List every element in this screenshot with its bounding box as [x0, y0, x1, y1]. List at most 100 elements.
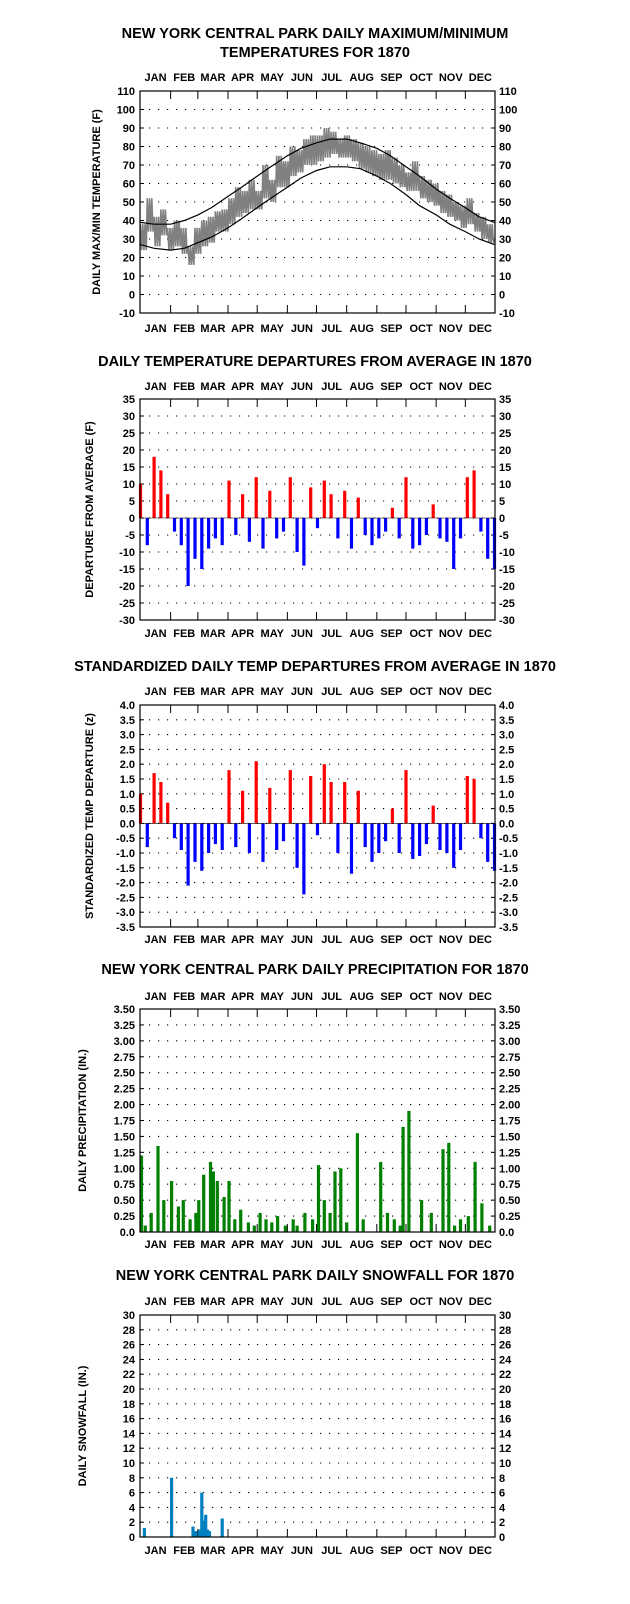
data-bar: [261, 823, 265, 862]
month-label-bottom: JUN: [291, 1545, 313, 1557]
y-tick-label-left: 50: [123, 197, 135, 209]
data-bar: [222, 1197, 226, 1232]
data-bar: [384, 823, 388, 842]
data-bar: [172, 518, 177, 532]
month-label-bottom: MAR: [200, 934, 225, 946]
data-bar: [311, 1219, 315, 1232]
month-label-top: NOV: [439, 381, 464, 393]
y-tick-label-left: 1.75: [114, 1116, 135, 1128]
month-label-top: MAY: [261, 991, 285, 1003]
data-bar: [343, 782, 347, 824]
month-label-top: APR: [231, 381, 254, 393]
data-bar: [268, 787, 272, 824]
data-bar: [431, 504, 435, 518]
data-bar: [420, 1200, 424, 1232]
data-bar: [200, 823, 204, 871]
month-label-top: APR: [231, 1296, 254, 1308]
month-label-bottom: JUN: [291, 628, 313, 640]
data-bar: [170, 1477, 174, 1537]
y-tick-label-left: -30: [119, 615, 135, 627]
month-label-bottom: DEC: [469, 934, 492, 946]
data-bar: [479, 518, 483, 532]
y-tick-label-left: 0.0: [120, 1227, 135, 1239]
month-label-bottom: SEP: [380, 934, 402, 946]
y-tick-label-left: 1.00: [114, 1163, 135, 1175]
month-label-top: MAR: [200, 72, 225, 84]
data-bar: [356, 790, 360, 824]
data-bar: [322, 764, 326, 824]
month-label-top: JUL: [321, 72, 342, 84]
y-tick-label-right: 10: [499, 1458, 511, 1470]
data-bar: [213, 518, 217, 539]
month-label-top: MAY: [261, 1296, 285, 1308]
month-label-top: DEC: [469, 1296, 492, 1308]
month-label-top: NOV: [439, 991, 464, 1003]
month-label-top: OCT: [409, 381, 433, 393]
data-bar: [452, 823, 456, 868]
month-label-bottom: NOV: [439, 1239, 464, 1251]
y-tick-label-right: -3.5: [499, 922, 518, 934]
data-bar: [200, 1492, 204, 1537]
y-tick-label-left: 20: [123, 445, 135, 457]
y-tick-label-right: 60: [499, 179, 511, 191]
data-bar: [453, 1225, 457, 1232]
data-bar: [385, 1212, 390, 1232]
y-tick-label-right: 2.25: [499, 1084, 520, 1096]
data-bar: [424, 518, 428, 535]
y-tick-label-right: 28: [499, 1325, 511, 1337]
data-bar: [329, 494, 333, 518]
data-bar: [316, 1165, 321, 1232]
y-tick-label-right: 0.5: [499, 804, 514, 816]
data-bar: [207, 1531, 212, 1537]
data-bar: [204, 1514, 208, 1537]
month-label-bottom: JUL: [321, 1545, 342, 1557]
data-bar: [247, 518, 251, 542]
y-tick-label-right: 30: [499, 234, 511, 246]
data-bar: [275, 823, 279, 850]
y-tick-label-left: 0.0: [120, 818, 135, 830]
month-label-top: JUL: [321, 381, 342, 393]
y-tick-label-left: 8: [129, 1473, 135, 1485]
data-bar: [398, 1225, 402, 1232]
data-bar: [270, 1222, 274, 1232]
y-tick-label-right: 30: [499, 1310, 511, 1322]
data-bar: [333, 1171, 337, 1232]
y-tick-label-right: 80: [499, 142, 511, 154]
y-tick-label-left: 4.0: [120, 700, 135, 712]
y-tick-label-right: 2.5: [499, 744, 514, 756]
y-tick-label-right: 4: [499, 1502, 506, 1514]
y-tick-label-right: 24: [499, 1354, 512, 1366]
month-label-top: JUN: [291, 686, 313, 698]
data-bar: [295, 823, 299, 868]
data-bar: [143, 1225, 147, 1232]
y-tick-label-left: -15: [119, 564, 135, 576]
normal-low-line: [140, 166, 495, 251]
month-label-top: JAN: [145, 991, 167, 1003]
y-axis-label: DAILY MAX/MIN TEMPERATURE (F): [91, 109, 103, 295]
month-label-bottom: DEC: [469, 628, 492, 640]
month-label-bottom: MAY: [261, 323, 285, 335]
y-tick-label-left: 60: [123, 179, 135, 191]
y-tick-label-right: -3.0: [499, 907, 518, 919]
y-tick-label-right: 26: [499, 1340, 511, 1352]
snowfall-panel: NEW YORK CENTRAL PARK DAILY SNOWFALL FOR…: [77, 1268, 514, 1557]
y-tick-label-left: 1.0: [120, 789, 135, 801]
month-label-top: AUG: [350, 686, 374, 698]
month-label-bottom: DEC: [469, 323, 492, 335]
month-label-bottom: SEP: [380, 1239, 402, 1251]
month-label-bottom: NOV: [439, 628, 464, 640]
month-label-bottom: MAY: [261, 628, 285, 640]
data-bar: [336, 823, 340, 853]
y-tick-label-right: 2.0: [499, 759, 514, 771]
month-label-top: JAN: [145, 1296, 167, 1308]
month-label-bottom: FEB: [173, 934, 195, 946]
month-label-top: SEP: [380, 1296, 402, 1308]
month-label-bottom: AUG: [350, 1239, 374, 1251]
data-bar: [404, 770, 408, 824]
y-tick-label-left: 5: [129, 496, 135, 508]
data-bar: [438, 823, 442, 850]
month-label-top: DEC: [469, 381, 492, 393]
data-bar: [241, 494, 245, 518]
data-bar: [458, 1219, 463, 1232]
y-tick-label-left: 0.50: [114, 1195, 135, 1207]
